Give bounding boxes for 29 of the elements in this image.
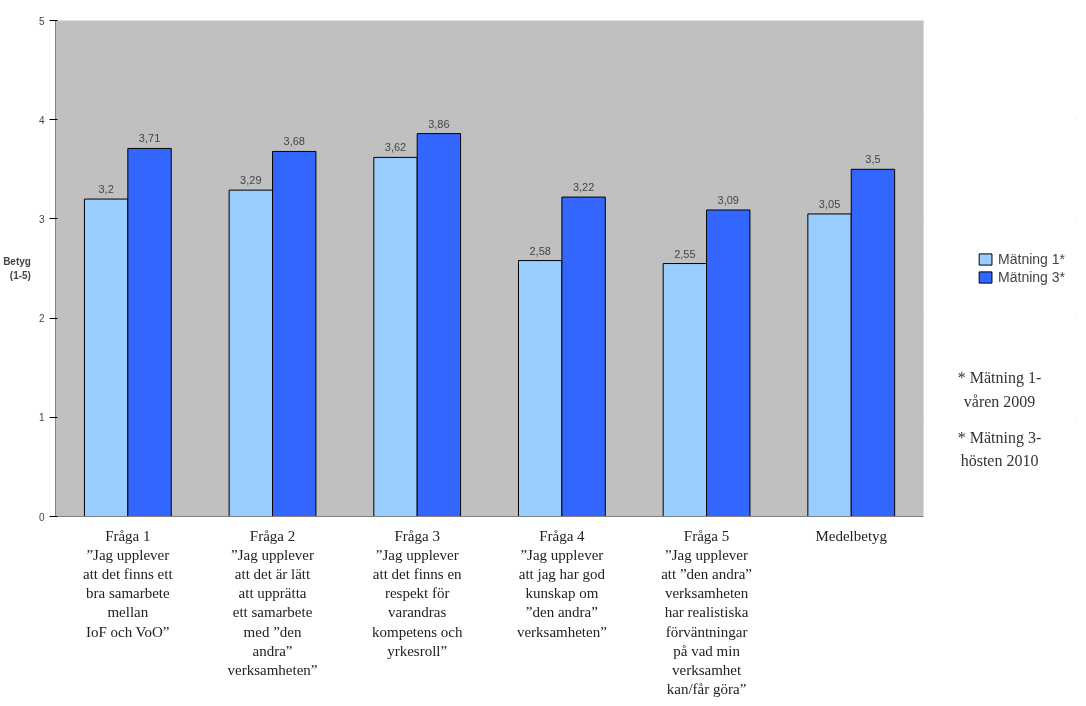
data-label: 3,22	[572, 181, 595, 194]
y-tick-label: 1	[38, 412, 45, 424]
y-tick-label: 4	[38, 114, 45, 126]
text: * Mätning 1- våren 2009	[957, 369, 1042, 410]
legend-label: Mätning 3*	[998, 269, 1065, 285]
data-label: 3,68	[283, 135, 305, 148]
x-tick-label: Fråga 3 ”Jag upplever att det finns en respekt för varandras kompetens och yrkesroll”	[372, 527, 463, 659]
data-label: 2,55	[674, 247, 696, 260]
y-tick-label: 2	[38, 313, 45, 325]
data-label: 3,5	[865, 153, 881, 166]
x-tick-label: Medelbetyg	[815, 527, 888, 544]
legend-label: Mätning 1*	[998, 251, 1065, 267]
category-label: Fråga 5 ”Jag upplever att ”den andra” verksamheten har realistiska förväntningar på vad min verksamhet kan/får göra”	[661, 527, 752, 698]
y-axis-title: Betyg (1-5)	[3, 256, 31, 281]
x-tick-label: Fråga 1 ”Jag upplever att det finns ett bra samarbete mellan IoF och VoO”	[83, 527, 174, 640]
data-label: 3,2	[98, 183, 114, 196]
x-tick-label: Fråga 2 ”Jag upplever att det är lätt att upprätta ett samarbete med ”den andra” verksamheten”	[227, 527, 318, 678]
data-label: 3,86	[428, 117, 450, 130]
data-label: 3,09	[717, 193, 739, 206]
data-label: 3,71	[138, 132, 161, 145]
data-label: 2,58	[529, 244, 551, 257]
data-label: 3,29	[240, 174, 262, 187]
data-label: 3,05	[818, 197, 841, 210]
y-tick-label: 0	[38, 511, 45, 523]
text: * Mätning 3- hösten 2010	[957, 428, 1042, 470]
y-tick-label: 5	[38, 15, 45, 27]
x-tick-label: Fråga 4 ”Jag upplever att jag har god kunskap om ”den andra” verksamheten”	[516, 527, 607, 640]
data-label: 3,62	[384, 141, 407, 154]
y-tick-label: 3	[38, 213, 45, 225]
